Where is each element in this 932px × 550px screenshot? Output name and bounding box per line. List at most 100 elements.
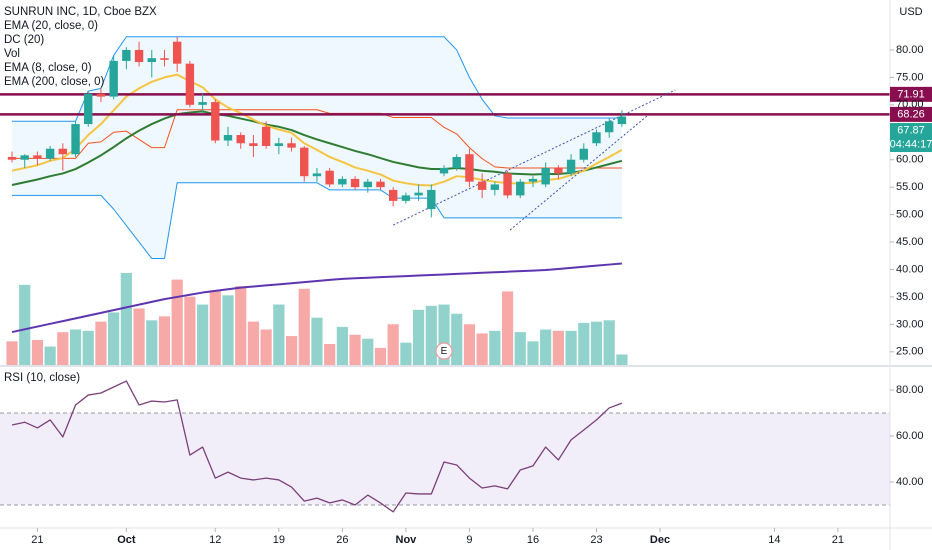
candle-body — [211, 102, 220, 141]
volume-bar — [527, 341, 539, 365]
legend-entry: EMA (8, close, 0) — [4, 62, 92, 74]
volume-bar — [616, 354, 628, 365]
volume-bar — [476, 333, 488, 365]
y-tick-label: 50.00 — [896, 209, 924, 221]
x-tick-label: 21 — [31, 534, 43, 546]
x-tick-label: Oct — [117, 534, 136, 546]
candle-body — [401, 195, 411, 201]
earnings-marker — [435, 342, 453, 360]
candle-body — [579, 148, 588, 160]
volume-bar — [590, 321, 603, 365]
candle-body — [325, 170, 334, 185]
candle-body — [617, 116, 627, 125]
volume-bar — [540, 329, 552, 365]
candle-body — [134, 49, 144, 63]
channel-fill — [12, 36, 622, 259]
volume-bar — [108, 312, 120, 365]
volume-bar — [171, 279, 183, 365]
volume-bar — [260, 329, 272, 365]
candle-body — [274, 143, 284, 146]
legend-entry: EMA (20, close, 0) — [4, 20, 98, 32]
volume-bar — [120, 273, 132, 365]
x-tick-label: 14 — [768, 534, 780, 546]
volume-bar — [425, 305, 437, 365]
volume-bar — [82, 330, 94, 365]
volume-bar — [57, 332, 69, 365]
y-tick-label: 60.00 — [896, 430, 924, 442]
last-price-badge — [890, 123, 932, 153]
candle-body — [516, 181, 525, 196]
volume-bar — [95, 321, 107, 365]
candle-body — [7, 156, 17, 160]
volume-bar — [336, 326, 348, 365]
candle-body — [554, 167, 563, 174]
volume-bar — [184, 296, 196, 365]
y-tick-label: 55.00 — [896, 181, 924, 193]
volume-bar — [209, 291, 221, 365]
rsi-title: RSI (10, close) — [4, 372, 80, 384]
candle-body — [20, 155, 29, 160]
volume-bar — [463, 324, 476, 365]
level-label: 71.91 — [897, 88, 925, 100]
x-tick-label: 26 — [336, 534, 348, 546]
candle-body — [96, 93, 106, 97]
volume-bar — [578, 322, 590, 365]
candle-body — [592, 132, 601, 144]
x-tick-label: Dec — [650, 534, 670, 546]
candle-body — [236, 135, 245, 144]
candle-body — [33, 155, 42, 159]
candle-body — [528, 178, 538, 182]
candle-body — [261, 126, 271, 146]
volume-bar — [438, 304, 450, 365]
candle-body — [223, 135, 233, 141]
y-tick-label: 45.00 — [896, 236, 924, 248]
candle-body — [312, 173, 322, 177]
candle-body — [427, 189, 436, 210]
x-tick-label: 23 — [590, 534, 602, 546]
candle-body — [185, 63, 195, 105]
volume-bar — [19, 284, 31, 365]
volume-bar — [6, 341, 18, 365]
legend-entry: DC (20) — [4, 34, 44, 46]
y-tick-label: 35.00 — [896, 291, 924, 303]
y-tick-label: 70.00 — [896, 99, 924, 111]
candle-body — [503, 173, 512, 196]
volume-bar — [400, 342, 412, 365]
rsi-line — [11, 380, 623, 513]
volume-bar — [273, 304, 285, 365]
x-tick-label: 16 — [527, 534, 539, 546]
volume-bar — [247, 321, 260, 365]
y-tick-label: 80.00 — [896, 384, 924, 396]
candle-body — [490, 184, 500, 190]
y-tick-label: 60.00 — [896, 154, 924, 166]
y-tick-label: 40.00 — [896, 476, 924, 488]
volume-bar — [489, 330, 501, 365]
y-tick-label: 75.00 — [896, 71, 924, 83]
y-tick-label: 30.00 — [896, 318, 924, 330]
ema-line — [11, 110, 623, 186]
legend: SUNRUN INC, 1D, Cboe BZX RSI (10, close)… — [4, 6, 157, 384]
candle-body — [122, 49, 131, 61]
candle-body — [160, 58, 169, 60]
volume-bar — [324, 343, 336, 365]
candle-body — [376, 181, 385, 188]
level-badge — [890, 106, 932, 122]
currency-label: USD — [899, 6, 922, 18]
volume-bar — [222, 295, 234, 365]
trendline — [392, 89, 676, 226]
candle-body — [249, 143, 258, 146]
volume-bar — [298, 288, 310, 365]
price-pane: E — [0, 36, 890, 365]
legend-entry: EMA (200, close, 0) — [4, 76, 105, 88]
candle-body — [172, 41, 182, 64]
candle-body — [452, 156, 461, 168]
candle-body — [45, 148, 55, 159]
candle-body — [109, 60, 118, 97]
candle-body — [71, 124, 80, 155]
candle-body — [414, 192, 423, 196]
level-label: 68.26 — [897, 108, 925, 120]
x-tick-label: Nov — [396, 534, 418, 546]
rsi-band — [0, 413, 890, 505]
